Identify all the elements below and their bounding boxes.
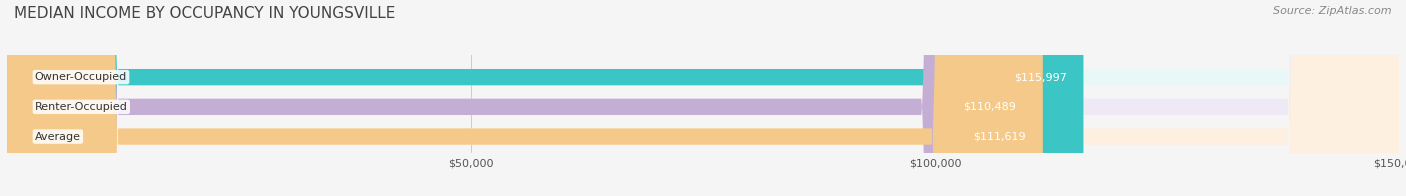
FancyBboxPatch shape bbox=[7, 0, 1084, 196]
FancyBboxPatch shape bbox=[7, 0, 1399, 196]
Text: Renter-Occupied: Renter-Occupied bbox=[35, 102, 128, 112]
Text: Owner-Occupied: Owner-Occupied bbox=[35, 72, 127, 82]
Text: MEDIAN INCOME BY OCCUPANCY IN YOUNGSVILLE: MEDIAN INCOME BY OCCUPANCY IN YOUNGSVILL… bbox=[14, 6, 395, 21]
Text: Source: ZipAtlas.com: Source: ZipAtlas.com bbox=[1274, 6, 1392, 16]
Text: Average: Average bbox=[35, 132, 82, 142]
FancyBboxPatch shape bbox=[7, 0, 1399, 196]
FancyBboxPatch shape bbox=[7, 0, 1399, 196]
Text: $115,997: $115,997 bbox=[1014, 72, 1067, 82]
FancyBboxPatch shape bbox=[7, 0, 1032, 196]
Text: $110,489: $110,489 bbox=[963, 102, 1015, 112]
FancyBboxPatch shape bbox=[7, 0, 1043, 196]
Text: $111,619: $111,619 bbox=[973, 132, 1026, 142]
